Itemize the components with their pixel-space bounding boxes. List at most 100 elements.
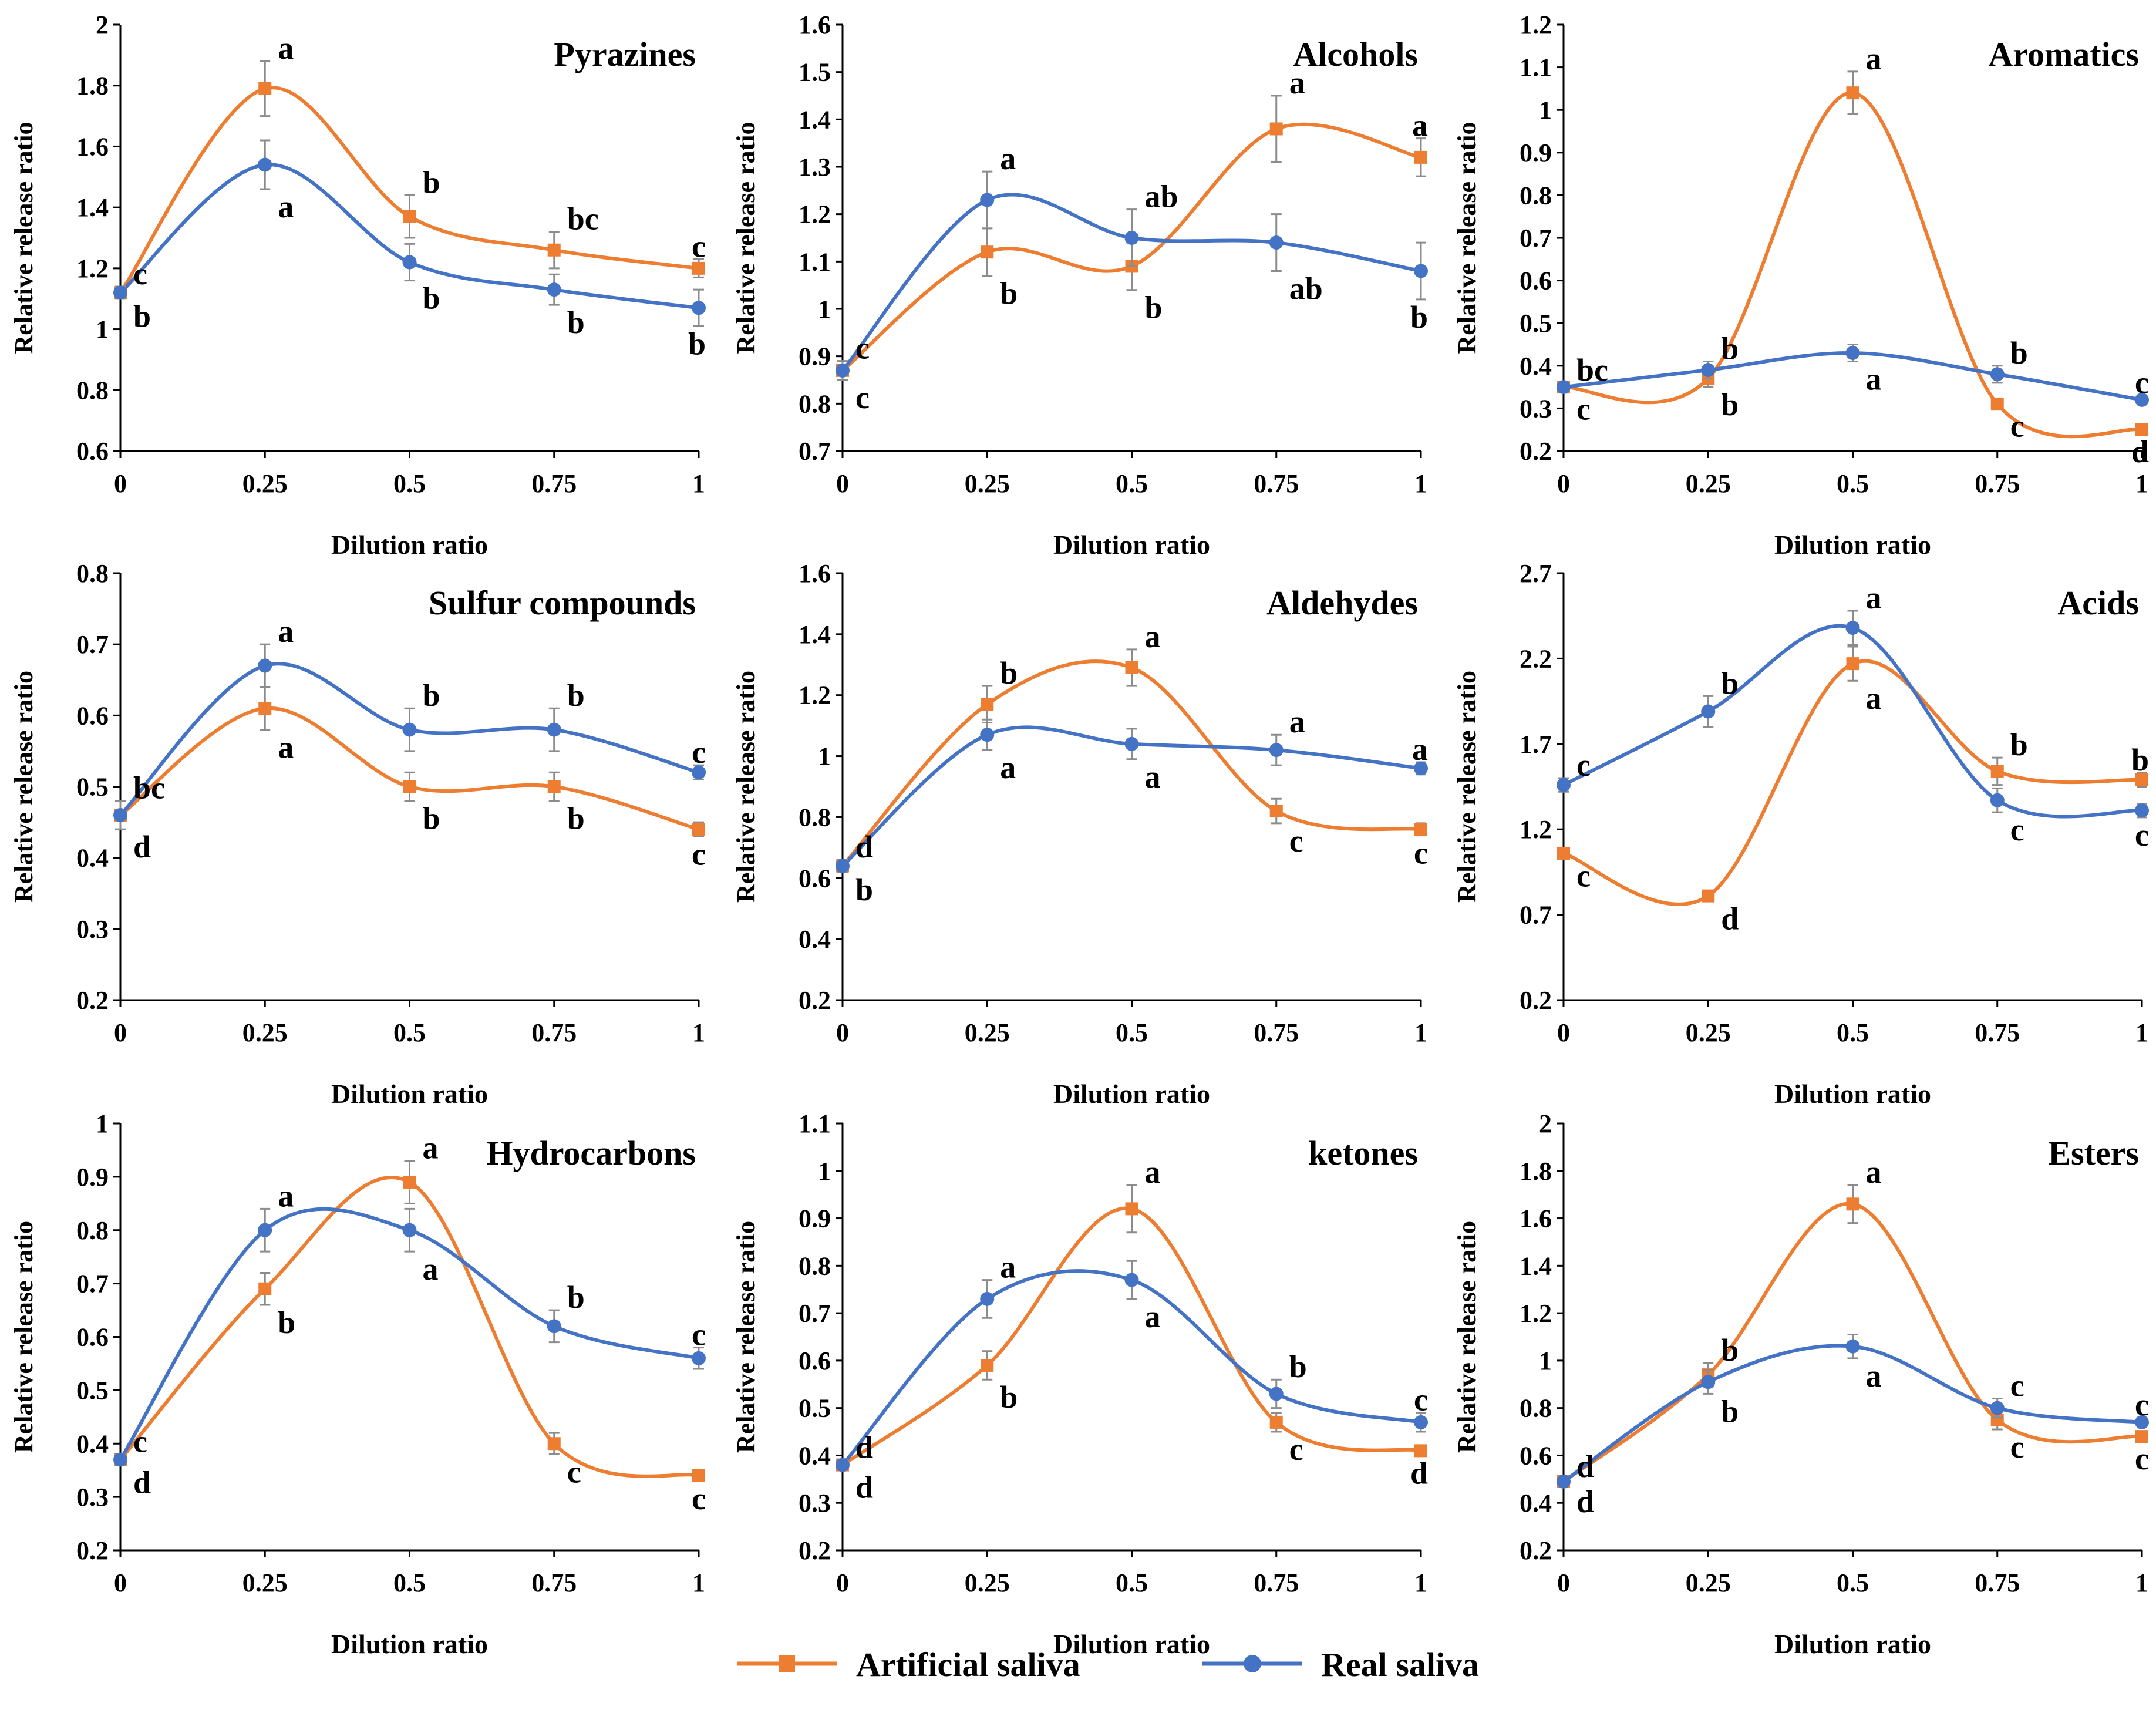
y-axis-title: Relative release ratio [1453,122,1481,354]
data-point [1269,743,1284,758]
data-point [547,282,561,297]
data-point [1414,264,1428,278]
data-point [403,1175,416,1189]
y-tick-label: 0.4 [76,844,109,873]
significance-letter: a [1412,732,1428,767]
y-tick-label: 1.2 [1520,815,1552,844]
data-point [836,859,850,873]
y-tick-label: 0.7 [76,1270,109,1298]
data-point [1701,363,1716,378]
series-artificial-saliva [1557,70,2148,439]
significance-letter: c [1576,748,1591,783]
y-tick-label: 0.2 [76,986,109,1015]
significance-letter: b [1000,1379,1018,1415]
x-tick-label: 0.75 [1975,1569,2020,1597]
data-point [547,722,561,737]
y-tick-label: 0.4 [799,925,831,954]
x-tick-label: 0 [836,1569,849,1597]
significance-letter: a [1866,681,1882,716]
x-tick-label: 0.25 [242,1569,288,1597]
y-axis-title: Relative release ratio [732,122,760,354]
y-axis-title: Relative release ratio [732,671,760,903]
y-tick-label: 0.3 [76,1483,109,1512]
y-axis-title: Relative release ratio [9,122,38,354]
y-tick-label: 0.6 [1520,1441,1552,1470]
significance-letter: a [1145,1299,1161,1334]
significance-letter: c [2135,1441,2149,1476]
series-line [1562,1344,2142,1483]
y-tick-label: 0.2 [1520,437,1552,466]
significance-letter: a [1866,1358,1882,1394]
y-tick-label: 0.3 [799,1489,831,1517]
data-point [836,1458,850,1472]
x-axis-title: Dilution ratio [1774,1079,1931,1109]
data-point [692,301,706,315]
x-tick-label: 0.25 [965,469,1010,498]
chart-title: Esters [2048,1134,2139,1172]
series-line [841,1206,1421,1467]
significance-letter: c [692,836,706,871]
significance-letter: ab [1289,271,1323,306]
significance-letter: b [1721,1332,1739,1368]
significance-letter: c [855,331,870,366]
significance-letter: c [855,380,870,415]
y-tick-label: 1.3 [799,153,831,181]
significance-letter: b [567,678,585,713]
x-tick-label: 0.75 [531,1569,577,1597]
data-point [1845,1339,1860,1354]
y-tick-label: 1.1 [799,1109,831,1138]
y-tick-label: 1.1 [799,247,831,276]
significance-letter: c [692,735,706,770]
data-point [1125,661,1138,674]
x-axis-title: Dilution ratio [1774,530,1931,560]
y-tick-label: 2 [96,11,109,39]
x-tick-label: 0 [1557,469,1570,498]
x-tick-label: 0 [114,1569,127,1597]
y-tick-label: 1.6 [1520,1204,1552,1233]
chart-hydrocarbons: 0.2 0.3 0.4 0.5 0.6 0.7 0.8 0.9 1 0 0.25 0.5 0.75 1 Di… [9,1109,706,1659]
chart-title: Aldehydes [1266,584,1418,622]
y-tick-label: 1 [96,315,109,344]
significance-letter: a [278,730,294,765]
significance-letter: a [1000,141,1016,176]
significance-letter: d [133,1465,151,1500]
significance-letter: d [2131,434,2149,469]
data-point [403,210,416,223]
significance-letter: a [1866,580,1882,615]
significance-letter: b [1289,1349,1307,1384]
data-point [1701,704,1716,719]
significance-letter: c [2010,812,2024,847]
significance-letter: b [133,299,151,334]
significance-letter: c [1414,836,1428,871]
chart-title: Sulfur compounds [429,584,696,622]
data-point [692,261,705,275]
significance-letter: b [2010,727,2028,762]
y-tick-label: 0.6 [76,701,109,730]
x-tick-label: 0.5 [393,1569,426,1597]
significance-letter: d [855,1430,873,1465]
chart-aromatics: 0.2 0.3 0.4 0.5 0.6 0.7 0.8 0.9 1 1.1 1.2 0 0.25 0.5 0… [1453,11,2149,560]
data-point [113,807,127,822]
x-tick-label: 1 [1414,469,1427,498]
data-point [1414,823,1427,836]
y-tick-label: 1 [818,742,831,771]
y-tick-label: 0.9 [799,1204,831,1233]
series-line [1563,659,2142,906]
x-tick-label: 0.5 [1116,1018,1148,1047]
x-tick-label: 0 [1557,1018,1570,1047]
x-axis-title: Dilution ratio [331,1629,488,1659]
data-point [1414,761,1428,776]
significance-letter: b [423,678,440,713]
significance-letter: c [1289,1432,1303,1467]
series-real-saliva [836,1260,1428,1472]
significance-letter: bc [1576,352,1608,388]
y-tick-label: 1.1 [1520,53,1552,82]
y-tick-label: 1.7 [1520,730,1552,759]
data-point [1557,778,1571,792]
y-tick-label: 0.8 [799,389,831,418]
series-real-saliva [113,1207,706,1467]
x-tick-label: 0 [836,469,849,498]
significance-letter: c [2135,817,2149,853]
chart-title: Acids [2057,584,2139,622]
x-tick-label: 0.75 [1254,1018,1299,1047]
